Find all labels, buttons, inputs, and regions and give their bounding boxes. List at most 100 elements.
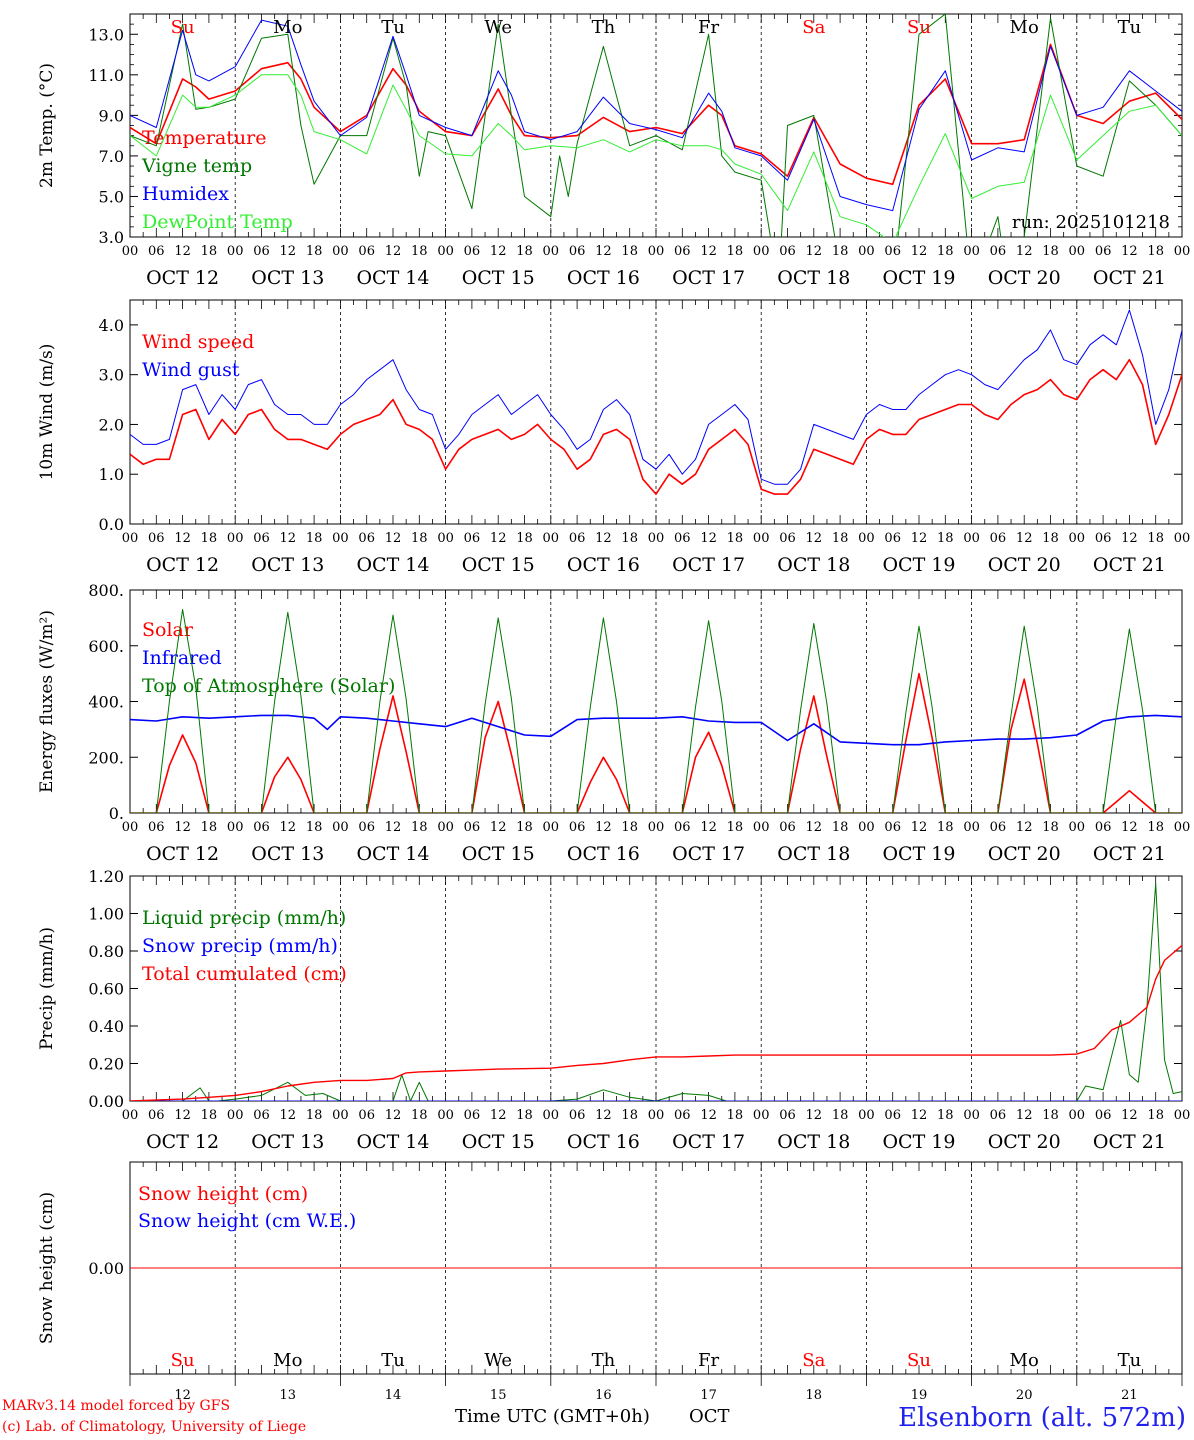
date-label: OCT 14: [356, 1131, 429, 1153]
hour-tick-label: 06: [779, 820, 796, 835]
hour-tick-label: 06: [674, 531, 691, 546]
hour-tick-label: 06: [1095, 244, 1112, 259]
hour-tick-label: 18: [832, 531, 849, 546]
series-line-humidex: [130, 19, 1182, 212]
hour-tick-label: 12: [280, 1108, 297, 1123]
y-tick-label: 7.0: [99, 147, 124, 166]
hour-tick-label: 06: [990, 820, 1007, 835]
hour-tick-label: 00: [1174, 820, 1191, 835]
y-axis-label: Snow height (cm): [37, 1192, 57, 1344]
hour-tick-label: 12: [595, 244, 612, 259]
hour-tick-label: 18: [1147, 1108, 1164, 1123]
hour-tick-label: 06: [1095, 820, 1112, 835]
panel-4: 0.00 0.20 0.40 0.60 0.80 1.00 1.20 Precip (mm/h…: [37, 867, 1190, 1153]
hour-tick-label: 00: [332, 531, 349, 546]
day-label: Sa: [802, 17, 825, 38]
hour-tick-label: 06: [779, 1108, 796, 1123]
hour-tick-label: 00: [543, 244, 560, 259]
date-label: OCT 17: [672, 843, 745, 865]
day-label: Tu: [1118, 1350, 1142, 1371]
hour-tick-label: 12: [700, 531, 717, 546]
y-axis-label: 10m Wind (m/s): [37, 344, 57, 481]
hour-tick-label: 12: [490, 1108, 507, 1123]
hour-tick-label: 00: [858, 1108, 875, 1123]
y-tick-label: 5.0: [99, 187, 124, 206]
hour-tick-label: 00: [1174, 531, 1191, 546]
hour-tick-label: 12: [280, 531, 297, 546]
hour-tick-label: 06: [990, 1108, 1007, 1123]
hour-tick-label: 06: [253, 1108, 270, 1123]
date-label: OCT 16: [567, 267, 640, 289]
hour-tick-label: 06: [464, 1108, 481, 1123]
hour-tick-label: 12: [806, 1108, 823, 1123]
hour-tick-label: 06: [569, 820, 586, 835]
hour-tick-label: 06: [148, 820, 165, 835]
hour-tick-label: 00: [753, 244, 770, 259]
day-number-label: 13: [280, 1388, 297, 1403]
day-number-label: 18: [806, 1388, 823, 1403]
date-label: OCT 12: [146, 267, 219, 289]
date-label: OCT 17: [672, 554, 745, 576]
hour-tick-label: 00: [1069, 531, 1086, 546]
hour-tick-label: 06: [148, 531, 165, 546]
date-label: OCT 20: [988, 267, 1061, 289]
hour-tick-label: 06: [884, 1108, 901, 1123]
hour-tick-label: 12: [385, 531, 402, 546]
hour-tick-label: 12: [911, 244, 928, 259]
hour-tick-label: 18: [832, 820, 849, 835]
hour-tick-label: 12: [700, 1108, 717, 1123]
hour-tick-label: 00: [858, 244, 875, 259]
hour-tick-label: 18: [516, 1108, 533, 1123]
hour-tick-label: 00: [963, 1108, 980, 1123]
hour-tick-label: 12: [1016, 1108, 1033, 1123]
y-tick-label: 0.0: [99, 515, 124, 534]
hour-tick-label: 00: [122, 820, 139, 835]
hour-tick-label: 06: [884, 531, 901, 546]
hour-tick-label: 06: [464, 244, 481, 259]
hour-tick-label: 18: [621, 1108, 638, 1123]
hour-tick-label: 06: [1095, 1108, 1112, 1123]
date-label: OCT 16: [567, 843, 640, 865]
hour-tick-label: 12: [595, 820, 612, 835]
legend-entry: DewPoint Temp: [142, 211, 293, 233]
hour-tick-label: 18: [1042, 244, 1059, 259]
y-axis-label: 2m Temp. (°C): [37, 63, 57, 188]
hour-tick-label: 18: [306, 244, 323, 259]
legend-entry: Wind speed: [142, 331, 254, 353]
y-tick-label: 11.0: [88, 66, 124, 85]
hour-tick-label: 18: [1042, 531, 1059, 546]
y-tick-label: 0.40: [88, 1017, 124, 1036]
hour-tick-label: 12: [490, 531, 507, 546]
hour-tick-label: 18: [727, 820, 744, 835]
date-label: OCT 20: [988, 843, 1061, 865]
hour-tick-label: 18: [516, 820, 533, 835]
hour-tick-label: 00: [1174, 1108, 1191, 1123]
plot-frame: [129, 13, 1183, 238]
y-tick-label: 4.0: [99, 316, 124, 335]
legend-entry: Infrared: [142, 647, 222, 669]
date-label: OCT 21: [1093, 843, 1166, 865]
date-label: OCT 18: [777, 554, 850, 576]
hour-tick-label: 06: [990, 531, 1007, 546]
day-label: We: [484, 17, 512, 38]
hour-tick-label: 06: [253, 244, 270, 259]
hour-tick-label: 18: [1042, 1108, 1059, 1123]
hour-tick-label: 18: [727, 531, 744, 546]
hour-tick-label: 12: [174, 244, 191, 259]
hour-tick-label: 06: [1095, 531, 1112, 546]
hour-tick-label: 00: [332, 1108, 349, 1123]
hour-tick-label: 06: [358, 531, 375, 546]
hour-tick-label: 18: [411, 820, 428, 835]
series-line-liquid-precip-mm-h-: [130, 883, 1182, 1101]
hour-tick-label: 18: [832, 244, 849, 259]
hour-tick-label: 00: [858, 531, 875, 546]
hour-tick-label: 00: [543, 820, 560, 835]
date-label: OCT 13: [251, 1131, 324, 1153]
date-label: OCT 13: [251, 554, 324, 576]
credit-line-1: MARv3.14 model forced by GFS: [2, 1398, 231, 1414]
hour-tick-label: 06: [148, 1108, 165, 1123]
hour-tick-label: 00: [437, 244, 454, 259]
station-label: Elsenborn (alt. 572m): [898, 1403, 1186, 1433]
day-label: Su: [907, 17, 931, 38]
